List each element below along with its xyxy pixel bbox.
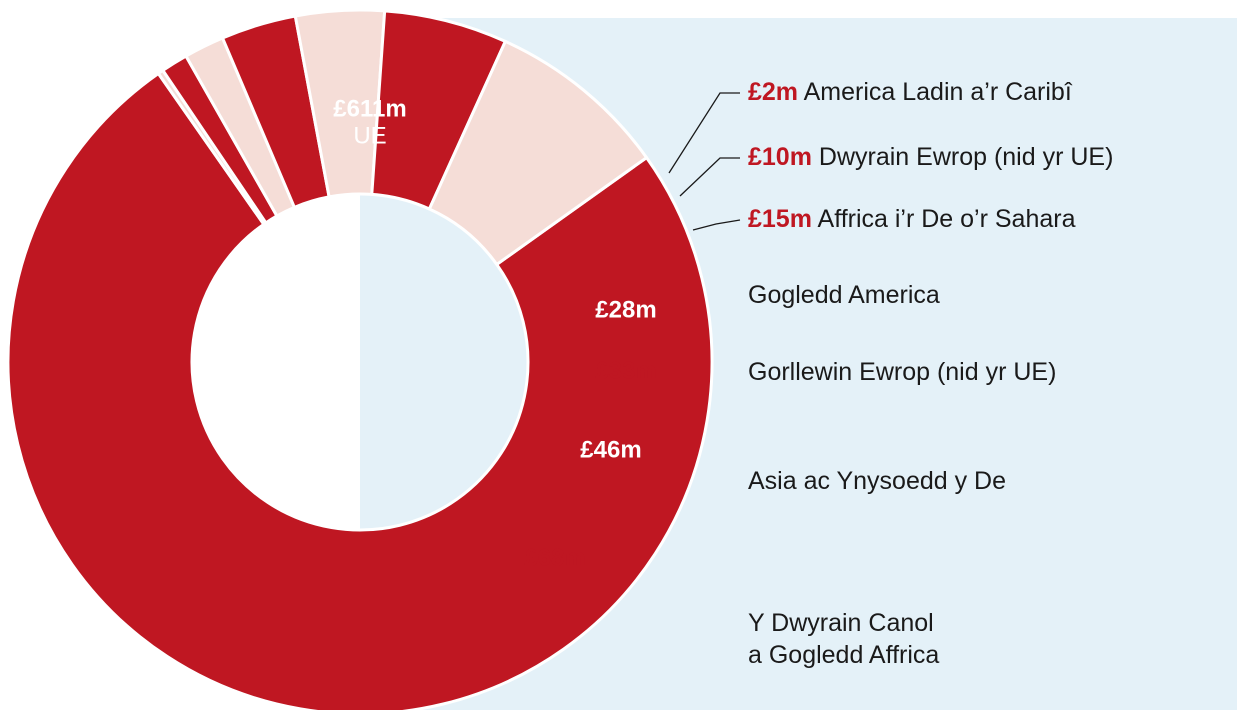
legend-value: £15m (748, 205, 812, 233)
leader-line (679, 157, 740, 197)
segment-value-label: £28m (595, 296, 656, 323)
legend-entry: £15m Affrica i’r De o’r Sahara (748, 205, 1076, 233)
legend-entry: £10m Dwyrain Ewrop (nid yr UE) (748, 143, 1113, 171)
legend-value: £10m (748, 143, 812, 171)
legend-region: America Ladin a’r Caribî (798, 78, 1073, 106)
segment-region-label: UE (353, 122, 386, 149)
donut-segment (6, 71, 714, 710)
legend-entry: £2m America Ladin a’r Caribî (748, 78, 1073, 106)
legend-region: Y Dwyrain Canol a Gogledd Affrica (748, 609, 939, 669)
segment-value-label: £68m (524, 544, 585, 571)
legend-region: Gogledd America (748, 281, 940, 309)
segment-value-label: £33m (595, 357, 656, 384)
legend-region: Gorllewin Ewrop (nid yr UE) (748, 358, 1056, 386)
legend-value: £2m (748, 78, 798, 106)
legend-region: Affrica i’r De o’r Sahara (812, 205, 1076, 233)
leader-line (668, 92, 740, 174)
legend-region: Asia ac Ynysoedd y De (748, 467, 1006, 495)
donut-segment (427, 39, 649, 266)
legend-region: Dwyrain Ewrop (nid yr UE) (812, 143, 1113, 171)
segment-value-label: £46m (580, 436, 641, 463)
leader-line (692, 219, 741, 231)
segment-value-label: £611m (333, 95, 406, 122)
